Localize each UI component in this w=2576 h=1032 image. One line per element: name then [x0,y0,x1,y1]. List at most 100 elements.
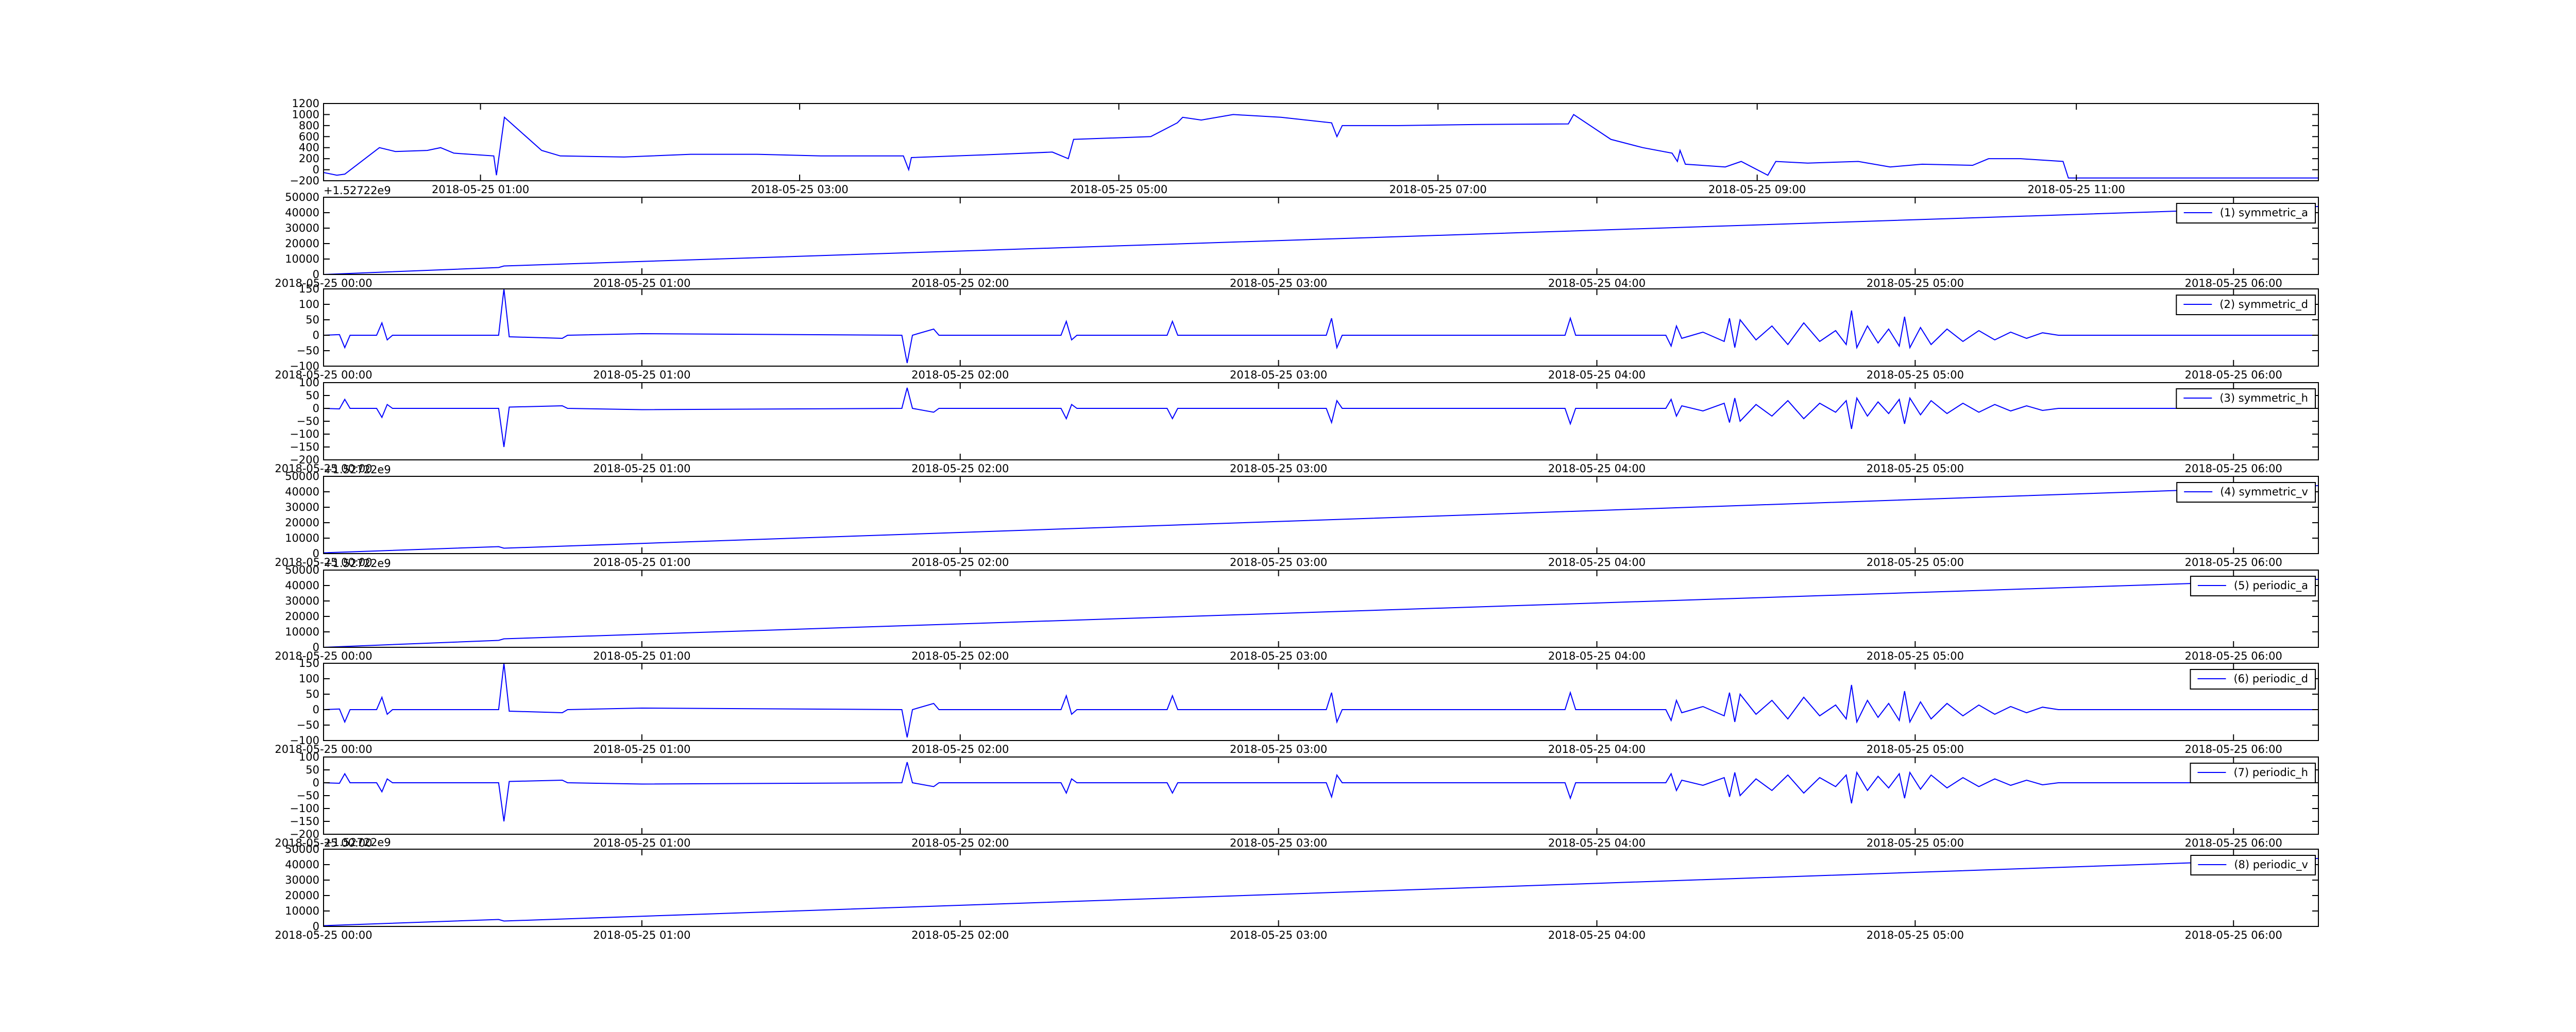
x-tick-label: 2018-05-25 04:00 [1548,929,1646,941]
y-tick-label: 0 [313,268,319,281]
x-tick-label: 2018-05-25 00:00 [275,556,372,569]
x-tick-label: 2018-05-25 06:00 [2185,929,2282,941]
legend-label: (2) symmetric_d [2219,298,2308,311]
y-tick-label: 1000 [292,108,319,121]
x-tick-label: 2018-05-25 05:00 [1867,743,1964,755]
x-tick-label: 2018-05-25 02:00 [911,369,1009,381]
offset-text: +1.52722e9 [324,184,391,197]
y-tick-label: 100 [299,751,319,763]
y-tick-label: 0 [313,777,319,789]
x-tick-label: 2018-05-25 01:00 [593,837,690,849]
offset-text: +1.52722e9 [324,836,391,849]
y-tick-label: 30000 [285,874,319,886]
data-line [323,206,2319,275]
x-tick-label: 2018-05-25 06:00 [2185,369,2282,381]
y-tick-label: 600 [299,130,319,143]
y-tick-label: 40000 [285,579,319,592]
x-tick-label: 2018-05-25 04:00 [1548,650,1646,662]
axes-background [324,289,2318,366]
x-tick-label: 2018-05-25 05:00 [1867,837,1964,849]
y-tick-label: −50 [297,719,319,731]
x-tick-label: 2018-05-25 06:00 [2185,462,2282,475]
y-tick-label: −200 [290,454,319,466]
y-tick-label: 0 [313,164,319,176]
x-tick-label: 2018-05-25 01:00 [432,183,529,196]
data-line [323,387,2318,448]
x-tick-label: 2018-05-25 01:00 [593,929,690,941]
x-tick-label: 2018-05-25 00:00 [275,650,372,662]
x-tick-label: 2018-05-25 02:00 [911,837,1009,849]
y-tick-label: 10000 [285,905,319,917]
data-line [323,663,2318,738]
y-tick-label: 20000 [285,889,319,902]
x-tick-label: 2018-05-25 01:00 [593,277,690,289]
axes-background [324,570,2318,647]
x-tick-label: 2018-05-25 01:00 [593,369,690,381]
y-tick-label: −50 [297,415,319,427]
y-tick-label: 40000 [285,207,319,219]
legend-label: (1) symmetric_a [2220,207,2308,219]
y-tick-label: −50 [297,789,319,802]
x-tick-label: 2018-05-25 04:00 [1548,556,1646,569]
y-tick-label: 50 [306,688,319,700]
y-tick-label: 50000 [285,470,319,483]
x-tick-label: 2018-05-25 03:00 [751,183,848,196]
y-tick-label: −50 [297,345,319,357]
y-tick-label: −100 [290,360,319,372]
y-tick-label: 0 [313,641,319,653]
x-tick-label: 2018-05-25 09:00 [1708,183,1806,196]
x-tick-label: 2018-05-25 00:00 [275,277,372,289]
y-tick-label: 50000 [285,191,319,203]
y-tick-label: 100 [299,376,319,389]
y-tick-label: 40000 [285,486,319,498]
x-tick-label: 2018-05-25 00:00 [275,837,372,849]
x-tick-label: 2018-05-25 05:00 [1867,369,1964,381]
x-tick-label: 2018-05-25 01:00 [593,462,690,475]
y-tick-label: 100 [299,298,319,311]
axes-background [324,197,2318,274]
axes-background [324,383,2318,460]
x-tick-label: 2018-05-25 05:00 [1867,462,1964,475]
y-tick-label: 0 [313,402,319,415]
x-tick-label: 2018-05-25 02:00 [911,929,1009,941]
x-tick-label: 2018-05-25 06:00 [2185,837,2282,849]
x-tick-label: 2018-05-25 03:00 [1230,369,1327,381]
x-tick-label: 2018-05-25 03:00 [1230,929,1327,941]
y-tick-label: −150 [290,441,319,453]
x-tick-label: 2018-05-25 02:00 [911,462,1009,475]
axes-background [324,663,2318,741]
axes-background [324,476,2318,554]
offset-text: +1.52722e9 [324,463,391,476]
x-tick-label: 2018-05-25 03:00 [1230,556,1327,569]
y-tick-label: 50 [306,314,319,326]
legend-label: (7) periodic_h [2233,766,2308,779]
x-tick-label: 2018-05-25 11:00 [2028,183,2125,196]
x-tick-label: 2018-05-25 00:00 [275,369,372,381]
data-line [323,114,2318,179]
y-tick-label: −100 [290,428,319,440]
y-tick-label: −150 [290,815,319,828]
axes-frame [323,103,2319,181]
y-tick-label: 30000 [285,222,319,234]
axes-frame [323,570,2319,648]
y-tick-label: 30000 [285,595,319,607]
x-tick-label: 2018-05-25 03:00 [1230,462,1327,475]
y-tick-label: 100 [299,673,319,685]
y-tick-label: 30000 [285,501,319,513]
x-tick-label: 2018-05-25 05:00 [1867,277,1964,289]
x-tick-label: 2018-05-25 06:00 [2185,650,2282,662]
data-line [323,579,2319,648]
x-tick-label: 2018-05-25 01:00 [593,556,690,569]
x-tick-label: 2018-05-25 06:00 [2185,277,2282,289]
legend-label: (5) periodic_a [2234,579,2308,592]
y-tick-label: 20000 [285,517,319,529]
x-tick-label: 2018-05-25 04:00 [1548,369,1646,381]
y-tick-label: 50000 [285,843,319,855]
x-tick-label: 2018-05-25 01:00 [593,743,690,755]
x-tick-label: 2018-05-25 03:00 [1230,650,1327,662]
x-tick-label: 2018-05-25 05:00 [1867,929,1964,941]
y-tick-label: 150 [299,283,319,295]
axes-background [324,104,2318,181]
